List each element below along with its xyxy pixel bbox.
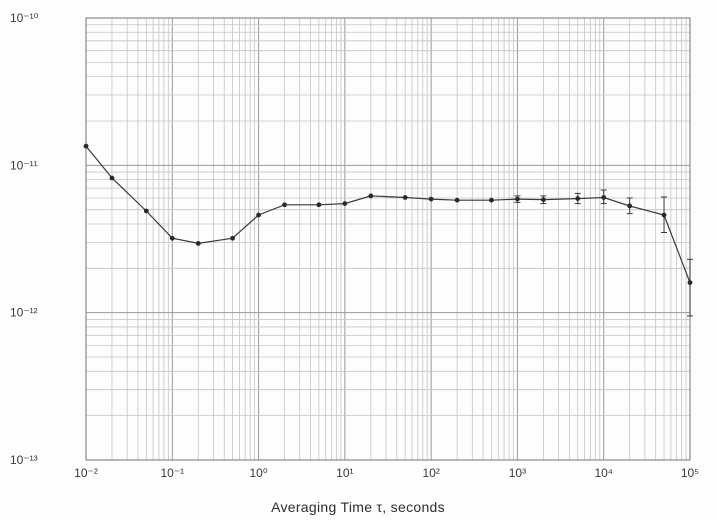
data-point: [454, 197, 460, 203]
data-point: [195, 241, 201, 246]
x-tick-label: 10²: [422, 466, 439, 480]
x-axis-title: Averaging Time τ, seconds: [271, 499, 445, 515]
x-tick-label: 10¹: [336, 466, 353, 480]
data-point: [575, 196, 581, 201]
y-tick-label: 10⁻¹³: [10, 453, 38, 467]
data-point: [83, 143, 89, 149]
y-tick-labels: 10⁻¹⁰ 10⁻¹¹ 10⁻¹² 10⁻¹³: [10, 11, 39, 467]
data-point: [402, 195, 408, 200]
data-point: [541, 197, 546, 203]
y-tick-label: 10⁻¹¹: [10, 158, 38, 172]
data-point: [342, 201, 348, 206]
data-point: [601, 195, 607, 200]
x-tick-label: 10⁻¹: [160, 466, 184, 480]
x-tick-labels: 10⁻² 10⁻¹ 10⁰ 10¹ 10² 10³ 10⁴ 10⁵: [74, 466, 699, 480]
data-point: [368, 193, 374, 199]
data-point: [230, 235, 235, 241]
data-point: [627, 203, 633, 209]
data-point: [428, 196, 434, 202]
x-tick-label: 10⁴: [594, 466, 613, 480]
data-point: [316, 202, 322, 208]
series-line: [85, 145, 691, 283]
plot-frame: [85, 17, 691, 461]
data-point: [515, 196, 520, 202]
data-point: [282, 202, 287, 208]
data-point: [687, 280, 693, 285]
data-points: [83, 143, 693, 285]
data-point: [661, 212, 667, 218]
y-tick-label: 10⁻¹⁰: [10, 11, 39, 25]
data-point: [109, 175, 115, 181]
y-tick-label: 10⁻¹²: [10, 306, 38, 320]
x-tick-label: 10⁰: [249, 466, 267, 480]
data-point: [143, 208, 149, 214]
data-point: [169, 235, 175, 241]
data-point: [489, 197, 494, 203]
data-point: [256, 212, 261, 218]
x-tick-label: 10⁵: [681, 466, 699, 480]
x-tick-label: 10³: [509, 466, 526, 480]
x-tick-label: 10⁻²: [74, 466, 98, 480]
